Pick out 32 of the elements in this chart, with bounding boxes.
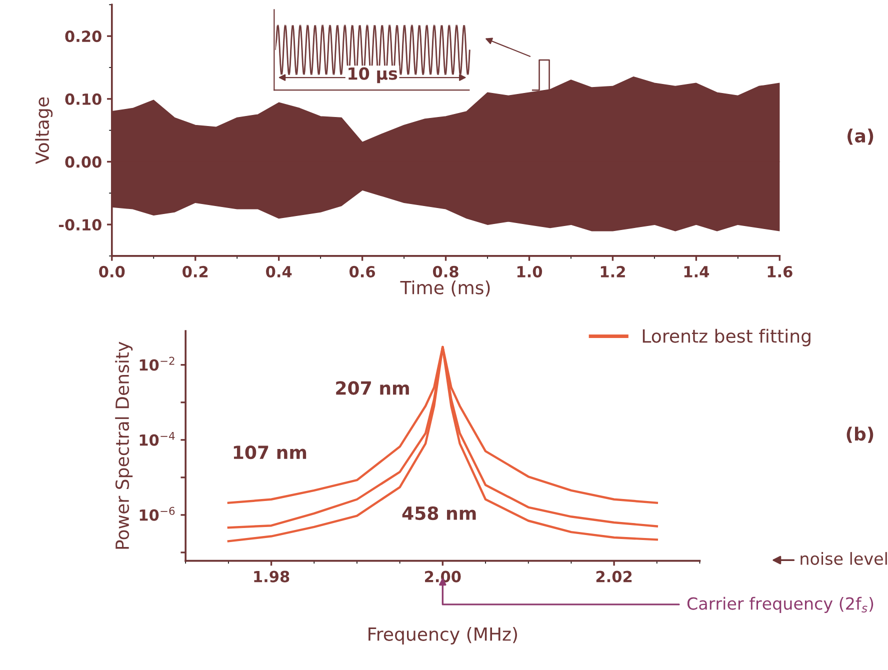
y-axis-title: Voltage <box>35 97 53 164</box>
x-tick-label: 0.0 <box>99 266 125 278</box>
text: (b) <box>846 426 874 443</box>
y-tick-label: 0.20 <box>65 30 102 42</box>
x-tick-label: 0.2 <box>182 266 208 278</box>
x-tick-label: 0.4 <box>266 266 292 278</box>
x-tick-label: 1.2 <box>600 266 625 278</box>
x-tick-label: 1.6 <box>768 266 792 278</box>
annotation: 10 μs <box>348 67 398 84</box>
annotation: 207 nm <box>336 381 409 395</box>
x-tick-label: 0.8 <box>432 266 458 278</box>
y-tick-label: 10$^{−2}$ <box>140 356 174 371</box>
y-tick-label: 0.00 <box>65 156 102 168</box>
annotation: 107 nm <box>234 446 306 460</box>
text: noise level <box>800 552 887 565</box>
text: (a) <box>848 128 874 145</box>
x-tick-label: 0.6 <box>350 266 376 278</box>
x-tick-label: 1.4 <box>684 266 710 278</box>
text: Carrier frequency (2f$_{s}$) <box>687 596 874 614</box>
x-tick-label: 1.0 <box>517 266 542 278</box>
annotation: 458 nm <box>402 506 476 520</box>
y-tick-label: -0.10 <box>58 219 102 231</box>
y-tick-label: 10$^{−6}$ <box>140 506 175 521</box>
x-tick-label: 2.02 <box>596 570 632 582</box>
x-tick-label: 1.98 <box>254 570 290 582</box>
x-axis-title: Time (ms) <box>400 280 490 297</box>
x-tick-label: 2.00 <box>425 570 461 582</box>
x-axis-title: Frequency (MHz) <box>368 626 517 644</box>
y-tick-label: 10$^{−4}$ <box>140 432 175 446</box>
y-axis-title: Power Spectral Density <box>115 342 133 549</box>
y-tick-label: 0.10 <box>65 93 102 105</box>
legend-label: Lorentz best fitting <box>642 328 810 346</box>
